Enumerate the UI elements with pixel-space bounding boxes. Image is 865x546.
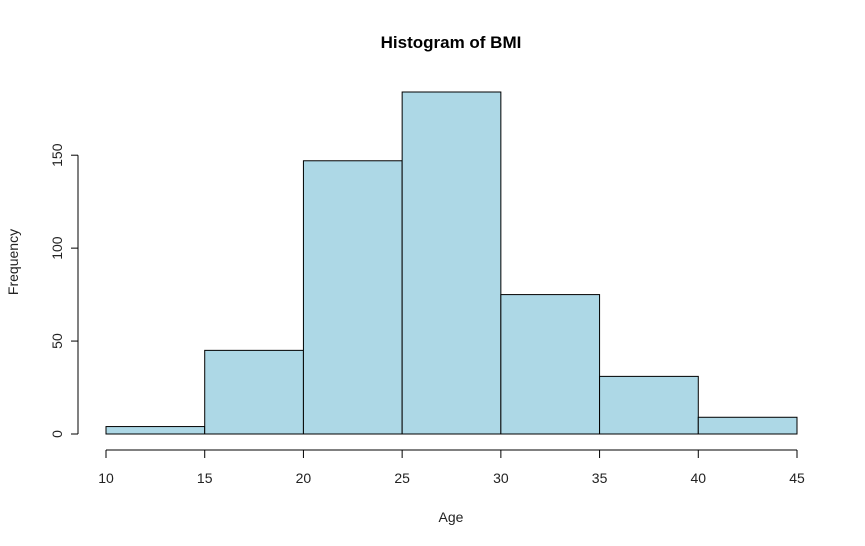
y-axis: 0 50 100 150: [49, 143, 79, 438]
x-tick-label: 10: [98, 470, 114, 486]
histogram-bar-15-20: [204, 349, 304, 435]
histogram-bar-35-40: [599, 375, 699, 435]
chart-title: Histogram of BMI: [381, 33, 522, 52]
y-tick-label: 150: [49, 143, 65, 167]
histogram-bar-10-15: [105, 426, 206, 435]
histogram-bar-20-25: [302, 160, 403, 435]
x-axis: 10 15 20 25 30 35 40 45: [98, 449, 805, 486]
y-tick-label: 0: [49, 430, 65, 438]
y-tick-label: 100: [49, 236, 65, 260]
y-tick-label: 50: [49, 333, 65, 349]
x-tick-label: 15: [197, 470, 213, 486]
y-axis-label: Frequency: [5, 229, 21, 295]
x-tick-label: 30: [493, 470, 509, 486]
bars-group: [105, 91, 798, 435]
histogram-bar-30-35: [500, 294, 601, 435]
x-axis-label: Age: [439, 509, 464, 525]
x-tick-label: 35: [592, 470, 608, 486]
x-tick-label: 40: [690, 470, 706, 486]
histogram-bar-40-45: [697, 416, 798, 435]
x-tick-label: 25: [394, 470, 410, 486]
x-tick-label: 20: [296, 470, 312, 486]
histogram-bar-25-30: [401, 91, 502, 435]
x-tick-label: 45: [789, 470, 805, 486]
